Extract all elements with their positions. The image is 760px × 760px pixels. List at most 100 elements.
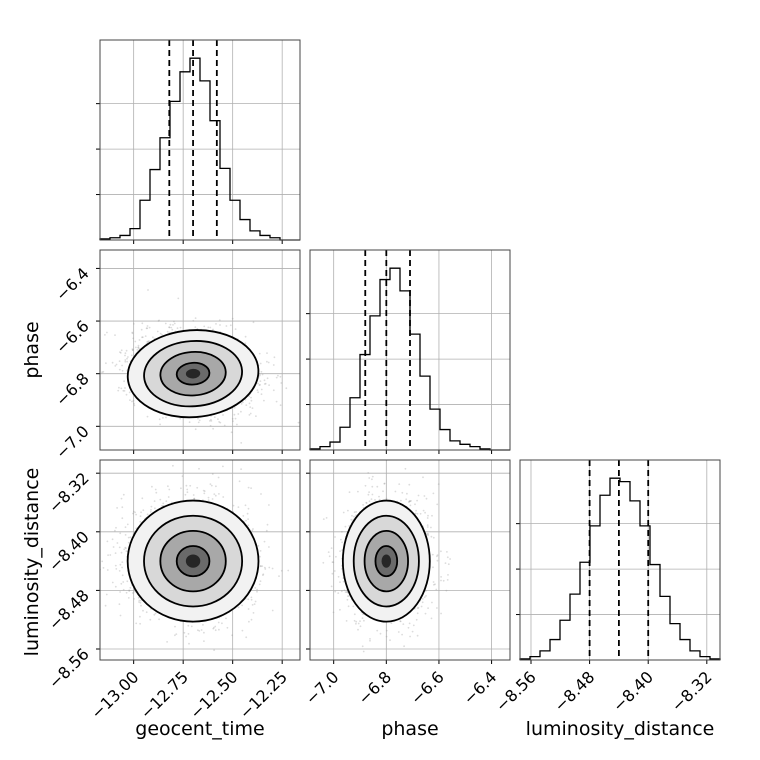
scatter-point (253, 603, 256, 605)
scatter-point (192, 494, 195, 496)
scatter-point (202, 489, 205, 492)
scatter-point (167, 485, 169, 488)
scatter-point (159, 498, 162, 501)
scatter-point (114, 334, 116, 336)
scatter-point (225, 617, 227, 620)
scatter-point (209, 420, 211, 422)
scatter-point (117, 389, 120, 392)
scatter-point (139, 615, 141, 618)
scatter-point (231, 417, 234, 420)
scatter-point (264, 382, 267, 385)
scatter-point (194, 428, 197, 431)
scatter-point (212, 627, 215, 630)
scatter-point (263, 540, 266, 543)
scatter-point (133, 402, 135, 405)
scatter-point (244, 342, 247, 345)
scatter-point (165, 500, 168, 503)
scatter-point (162, 502, 165, 505)
scatter-point (241, 629, 244, 632)
scatter-point (124, 534, 127, 536)
scatter-point (259, 362, 262, 365)
scatter-point (257, 391, 259, 394)
scatter-point (203, 640, 205, 642)
density-level (185, 368, 201, 379)
scatter-point (218, 421, 221, 423)
scatter-point (192, 319, 195, 322)
scatter-point (248, 402, 251, 405)
scatter-point (210, 418, 212, 421)
scatter-point (210, 420, 213, 422)
scatter-point (146, 513, 149, 516)
scatter-point (231, 317, 234, 320)
scatter-point (118, 570, 121, 572)
scatter-point (147, 340, 150, 343)
scatter-point (118, 603, 121, 606)
scatter-point (151, 485, 153, 488)
scatter-point (146, 325, 149, 327)
scatter-point (244, 504, 247, 507)
scatter-point (218, 319, 221, 321)
scatter-point (126, 580, 129, 583)
scatter-point (252, 528, 254, 530)
density-panel-geocent_time-phase (100, 250, 300, 450)
contour-line-2 (143, 340, 243, 408)
scatter-point (179, 417, 182, 420)
scatter-point (119, 532, 122, 535)
scatter-point (137, 346, 140, 349)
scatter-point (209, 424, 212, 427)
scatter-point (152, 336, 154, 339)
scatter-point (141, 336, 144, 339)
scatter-point (119, 591, 121, 593)
scatter-point (95, 535, 97, 537)
scatter-point (211, 498, 214, 500)
scatter-point (203, 325, 206, 328)
scatter-point (134, 340, 137, 343)
scatter-point (162, 417, 164, 419)
scatter-point (132, 512, 134, 515)
scatter-point (167, 496, 170, 498)
scatter-point (174, 625, 176, 628)
panel-frame (309, 249, 511, 451)
scatter-point (128, 391, 131, 394)
scatter-point (101, 560, 104, 563)
scatter-point (136, 349, 139, 351)
scatter-point (135, 346, 137, 349)
scatter-point (132, 323, 135, 325)
histogram-step-line (99, 57, 300, 241)
scatter-point (158, 618, 161, 621)
scatter-point (128, 590, 131, 592)
scatter-point (209, 483, 212, 485)
scatter-point (234, 328, 237, 330)
scatter-point (250, 598, 253, 601)
scatter-point (137, 346, 140, 349)
scatter-point (203, 492, 206, 495)
scatter-point (131, 349, 134, 352)
scatter-point (121, 369, 124, 372)
scatter-point (260, 388, 263, 391)
scatter-point (132, 399, 135, 402)
scatter-point (141, 497, 144, 500)
scatter-point (196, 486, 199, 489)
scatter-point (122, 389, 125, 392)
scatter-point (263, 383, 266, 385)
scatter-point (129, 536, 132, 539)
scatter-point (170, 326, 173, 329)
scatter-point (229, 324, 232, 327)
scatter-point (240, 410, 242, 413)
scatter-point (125, 550, 128, 552)
scatter-point (174, 634, 176, 637)
scatter-point (102, 567, 105, 569)
scatter-point (129, 586, 132, 589)
scatter-point (140, 511, 143, 514)
scatter-point (126, 357, 128, 360)
scatter-point (156, 330, 159, 333)
scatter-point (166, 641, 169, 643)
scatter-point (266, 523, 269, 526)
scatter-point (217, 476, 220, 479)
scatter-point (154, 507, 156, 510)
scatter-point (247, 486, 250, 489)
scatter-point (125, 547, 127, 550)
scatter-point (215, 485, 217, 488)
scatter-point (214, 625, 217, 628)
scatter-point (126, 523, 129, 526)
